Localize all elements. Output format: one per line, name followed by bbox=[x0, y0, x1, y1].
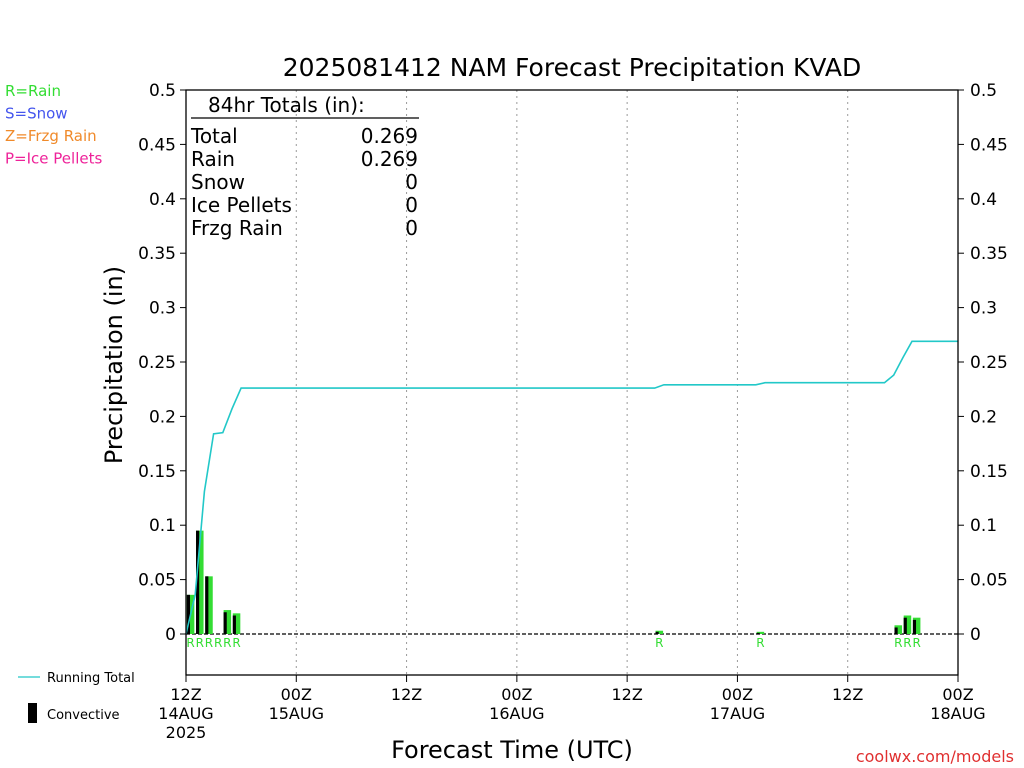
precip-type-label: R bbox=[903, 636, 911, 650]
y-tick-label-right: 0.4 bbox=[970, 190, 997, 210]
running-total-line bbox=[185, 340, 958, 635]
y-tick-label-right: 0.45 bbox=[970, 135, 1008, 155]
x-tick-label: 12Z bbox=[832, 685, 863, 704]
precip-type-label: R bbox=[912, 636, 920, 650]
convective-bar bbox=[196, 530, 200, 634]
axis-layer: 0 00.05 0.050.1 0.10.15 0.150.2 0.20.25 0.250.… bbox=[138, 81, 1008, 742]
y-tick-label-right: 0.25 bbox=[970, 353, 1008, 373]
x-tick-label: 00Z bbox=[722, 685, 753, 704]
y-tick-label-right: 0.1 bbox=[970, 516, 997, 536]
precip-type-label: R bbox=[756, 636, 764, 650]
convective-bar bbox=[232, 615, 236, 634]
precip-bar bbox=[912, 617, 921, 634]
running-total-legend-label: Running Total bbox=[47, 671, 135, 686]
totals-row-label: Rain bbox=[191, 147, 235, 171]
precip-type-label: R bbox=[196, 636, 204, 650]
precip-bar bbox=[655, 630, 664, 634]
y-tick-label: 0.1 bbox=[149, 516, 176, 536]
totals-row-label: Snow bbox=[191, 170, 245, 194]
convective-bar bbox=[912, 619, 917, 634]
x-tick-date-label: 15AUG bbox=[269, 704, 324, 723]
precip-bar bbox=[894, 625, 903, 634]
y-tick-label: 0 bbox=[165, 625, 176, 645]
y-tick-label: 0.3 bbox=[149, 299, 176, 319]
precip-bar bbox=[205, 576, 213, 634]
credit-text: coolwx.com/models bbox=[856, 747, 1014, 766]
x-tick-label: 00Z bbox=[281, 685, 312, 704]
y-tick-label-right: 0 bbox=[970, 625, 981, 645]
x-tick-label: 12Z bbox=[391, 685, 422, 704]
totals-row-value: 0 bbox=[405, 216, 418, 240]
x-tick-year-label: 2025 bbox=[166, 723, 207, 742]
totals-row-value: 0.269 bbox=[361, 124, 418, 148]
x-tick-date-label: 18AUG bbox=[930, 704, 985, 723]
y-tick-label-right: 0.15 bbox=[970, 462, 1008, 482]
grid-layer bbox=[186, 90, 958, 675]
chart-title: 2025081412 NAM Forecast Precipitation KV… bbox=[283, 53, 862, 82]
precip-type-label: R bbox=[232, 636, 240, 650]
convective-legend-label: Convective bbox=[47, 708, 120, 723]
precip-type-label: R bbox=[214, 636, 222, 650]
convective-bar bbox=[756, 632, 760, 634]
y-tick-label: 0.15 bbox=[138, 462, 176, 482]
legend: R=Rain S=Snow Z=Frzg Rain P=Ice Pellets Runn… bbox=[5, 82, 135, 723]
y-tick-label: 0.05 bbox=[138, 571, 176, 591]
y-tick-label: 0.35 bbox=[138, 244, 176, 264]
totals-row-value: 0.269 bbox=[361, 147, 418, 171]
precip-type-label: R bbox=[894, 636, 902, 650]
y-axis-title: Precipitation (in) bbox=[100, 266, 128, 464]
x-tick-label: 12Z bbox=[170, 685, 201, 704]
totals-row-label: Ice Pellets bbox=[191, 193, 292, 217]
plot-frame bbox=[185, 89, 959, 676]
precip-type-label: R bbox=[205, 636, 213, 650]
totals-row-value: 0 bbox=[405, 193, 418, 217]
x-tick-date-label: 17AUG bbox=[710, 704, 765, 723]
totals-box: 84hr Totals (in): Total 0.269 Rain 0.269 Snow… bbox=[190, 93, 419, 240]
precip-bar bbox=[903, 615, 912, 634]
convective-bar bbox=[223, 612, 227, 634]
convective-bar bbox=[205, 576, 209, 634]
totals-row-value: 0 bbox=[405, 170, 418, 194]
y-tick-label-right: 0.2 bbox=[970, 407, 997, 427]
type-legend-item: Z=Frzg Rain bbox=[5, 127, 97, 145]
y-tick-label: 0.25 bbox=[138, 353, 176, 373]
totals-heading: 84hr Totals (in): bbox=[208, 93, 365, 117]
convective-bar bbox=[903, 617, 907, 634]
y-tick-label: 0.2 bbox=[149, 407, 176, 427]
totals-row-label: Frzg Rain bbox=[191, 216, 283, 240]
precip-bar bbox=[196, 530, 204, 634]
precip-bar bbox=[756, 631, 765, 634]
x-tick-label: 12Z bbox=[611, 685, 642, 704]
y-tick-label-right: 0.05 bbox=[970, 571, 1008, 591]
type-legend-item: S=Snow bbox=[5, 105, 68, 123]
precip-type-label: R bbox=[186, 636, 194, 650]
x-axis-title: Forecast Time (UTC) bbox=[391, 736, 633, 764]
precip-type-label: R bbox=[655, 636, 663, 650]
x-tick-date-label: 16AUG bbox=[489, 704, 544, 723]
convective-bar bbox=[186, 594, 190, 634]
convective-bar bbox=[894, 627, 898, 634]
x-tick-label: 00Z bbox=[942, 685, 973, 704]
y-tick-label: 0.4 bbox=[149, 190, 176, 210]
precip-bar bbox=[223, 610, 232, 634]
totals-row-label: Total bbox=[190, 124, 238, 148]
x-tick-date-label: 14AUG bbox=[158, 704, 213, 723]
convective-bar bbox=[655, 631, 659, 634]
convective-swatch bbox=[28, 703, 37, 723]
y-tick-label-right: 0.35 bbox=[970, 244, 1008, 264]
y-tick-label: 0.45 bbox=[138, 135, 176, 155]
y-tick-label-right: 0.5 bbox=[970, 81, 997, 101]
precip-type-label: R bbox=[223, 636, 231, 650]
y-tick-label-right: 0.3 bbox=[970, 299, 997, 319]
type-legend-item: R=Rain bbox=[5, 82, 61, 100]
y-tick-label: 0.5 bbox=[149, 81, 176, 101]
precip-bar bbox=[232, 613, 241, 634]
line-layer bbox=[185, 340, 958, 635]
type-legend-item: P=Ice Pellets bbox=[5, 150, 102, 168]
x-tick-label: 00Z bbox=[501, 685, 532, 704]
